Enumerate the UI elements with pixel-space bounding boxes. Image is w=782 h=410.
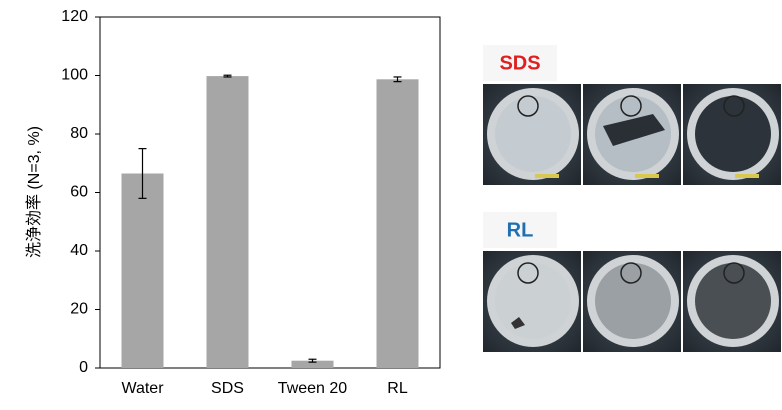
ring [723, 95, 745, 117]
dish-inner [695, 96, 771, 172]
dish-inner [495, 96, 571, 172]
bar [206, 76, 249, 369]
bar [376, 79, 419, 369]
panel-label: RL [507, 219, 534, 241]
y-axis-label: 洗浄効率 (N=3, %) [25, 126, 43, 258]
residue [603, 114, 665, 146]
ring [517, 95, 539, 117]
y-tick-label: 120 [61, 8, 88, 25]
photo-panels: SDS RL [483, 45, 781, 352]
dish-inner [595, 263, 671, 339]
tape [535, 174, 559, 178]
bar [291, 360, 334, 368]
dish-inner [495, 263, 571, 339]
label-box [483, 212, 557, 248]
ring [620, 95, 642, 117]
x-tick-label: Water [121, 380, 164, 397]
y-tick-label: 60 [70, 184, 88, 201]
residue [511, 317, 525, 329]
ring [723, 262, 745, 284]
x-tick-label: Tween 20 [278, 380, 347, 397]
dish-inner [695, 263, 771, 339]
x-tick-label: SDS [211, 380, 244, 397]
y-tick-label: 0 [79, 359, 88, 376]
error-bar [393, 76, 402, 83]
tape [635, 174, 659, 178]
x-tick-label: RL [387, 380, 408, 397]
y-tick-label: 80 [70, 125, 88, 142]
y-tick-label: 40 [70, 242, 88, 259]
panel-label: SDS [499, 52, 540, 74]
tape [735, 174, 759, 178]
label-box [483, 45, 557, 81]
y-tick-label: 20 [70, 301, 88, 318]
error-bar [138, 148, 147, 199]
ring [517, 262, 539, 284]
ring [620, 262, 642, 284]
y-tick-label: 100 [61, 67, 88, 84]
bar [121, 173, 164, 368]
error-bar [223, 74, 232, 78]
error-bar [308, 358, 317, 363]
